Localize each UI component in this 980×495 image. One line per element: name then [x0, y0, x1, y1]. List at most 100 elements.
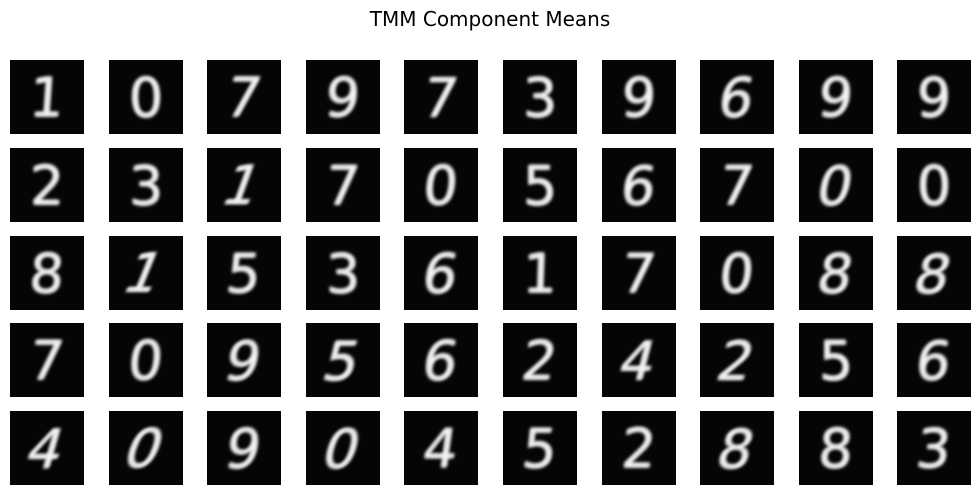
component-digit: 5	[519, 418, 560, 481]
svg-text:8: 8	[27, 242, 66, 305]
svg-text:7: 7	[26, 330, 67, 393]
component-digit: 9	[619, 67, 658, 130]
svg-text:2: 2	[619, 418, 658, 481]
component-digit: 4	[612, 330, 662, 393]
component-digit: 3	[326, 242, 360, 305]
component-digit: 0	[128, 67, 162, 130]
component-digit: 6	[418, 242, 464, 306]
component-digit: 8	[908, 242, 958, 305]
svg-text:2: 2	[30, 154, 64, 217]
component-digit: 9	[219, 330, 267, 393]
component-digit: 7	[716, 154, 757, 217]
component-digit: 9	[815, 67, 856, 130]
component-digit: 3	[914, 418, 955, 481]
component-digit: 1	[27, 67, 66, 130]
component-digit: 4	[20, 418, 72, 481]
component-digit: 0	[811, 154, 859, 217]
component-digit: 6	[714, 66, 760, 130]
svg-text:7: 7	[323, 154, 362, 217]
component-digit: 8	[812, 242, 858, 306]
component-digit: 0	[115, 418, 172, 481]
component-digit: 7	[323, 154, 362, 217]
svg-text:3: 3	[914, 418, 955, 481]
component-digit: 7	[618, 242, 659, 305]
component-digit: 7	[419, 67, 462, 130]
component-digit: 2	[30, 154, 64, 217]
svg-text:5: 5	[819, 330, 853, 393]
component-digit: 4	[419, 418, 462, 481]
svg-text:9: 9	[322, 67, 363, 130]
component-digit: 1	[214, 154, 271, 217]
component-digit: 0	[421, 154, 462, 217]
component-digit: 1	[114, 242, 174, 304]
component-digit: 6	[912, 330, 955, 393]
component-digit: 7	[221, 66, 267, 130]
svg-text:0: 0	[125, 330, 166, 393]
component-digit: 5	[317, 330, 367, 393]
svg-text:5: 5	[523, 154, 557, 217]
svg-text:5: 5	[519, 418, 560, 481]
component-digit: 9	[221, 417, 267, 481]
component-digit: 6	[616, 154, 659, 217]
svg-text:9: 9	[619, 67, 658, 130]
component-digit: 9	[322, 67, 363, 130]
svg-text:5: 5	[223, 242, 264, 305]
svg-text:0: 0	[128, 67, 162, 130]
svg-text:0: 0	[716, 242, 757, 305]
figure-title: TMM Component Means	[369, 7, 611, 31]
component-digit: 5	[223, 242, 264, 305]
svg-text:9: 9	[815, 67, 856, 130]
component-digit: 0	[315, 418, 367, 481]
svg-text:3: 3	[128, 154, 162, 217]
component-digit: 7	[26, 330, 67, 393]
component-digit: 0	[716, 242, 757, 305]
svg-text:8: 8	[816, 418, 855, 481]
component-digit: 5	[523, 154, 557, 217]
component-digit: 5	[819, 330, 853, 393]
component-digit: 2	[619, 418, 658, 481]
svg-text:3: 3	[523, 67, 557, 130]
svg-text:0: 0	[421, 154, 462, 217]
svg-text:1: 1	[522, 242, 559, 305]
component-digit: 0	[125, 330, 166, 393]
